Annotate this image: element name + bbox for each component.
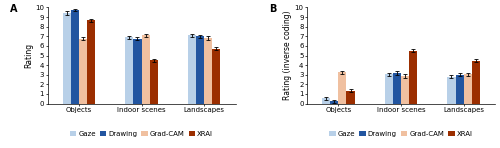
Bar	[125, 37, 134, 104]
Y-axis label: Rating (inverse coding): Rating (inverse coding)	[284, 11, 292, 100]
Bar	[330, 101, 338, 104]
Bar	[70, 10, 79, 104]
Bar	[464, 74, 472, 104]
Bar	[409, 51, 418, 104]
Bar	[79, 39, 87, 104]
Bar	[384, 74, 393, 104]
Bar	[62, 13, 70, 104]
Bar	[134, 39, 141, 104]
Bar	[472, 61, 480, 104]
Bar	[456, 75, 464, 104]
Bar	[204, 38, 212, 104]
Bar	[212, 49, 220, 104]
Bar	[87, 20, 95, 104]
Bar	[150, 60, 158, 104]
Bar	[188, 35, 196, 104]
Bar	[338, 72, 346, 104]
Legend: Gaze, Drawing, Grad-CAM, XRAI: Gaze, Drawing, Grad-CAM, XRAI	[330, 131, 472, 137]
Y-axis label: Rating: Rating	[24, 43, 33, 68]
Text: A: A	[10, 4, 18, 14]
Bar	[448, 77, 456, 104]
Bar	[142, 35, 150, 104]
Text: B: B	[270, 4, 276, 14]
Bar	[322, 98, 330, 104]
Bar	[393, 73, 401, 104]
Bar	[346, 91, 354, 104]
Bar	[401, 76, 409, 104]
Bar	[196, 36, 204, 104]
Legend: Gaze, Drawing, Grad-CAM, XRAI: Gaze, Drawing, Grad-CAM, XRAI	[70, 131, 213, 137]
